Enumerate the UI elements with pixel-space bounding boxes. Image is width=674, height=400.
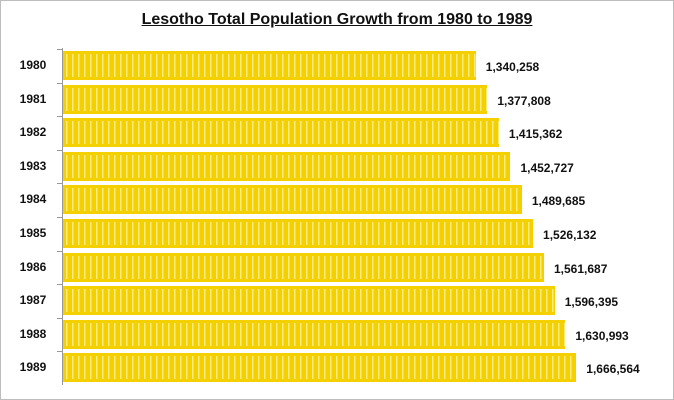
data-label: 1,596,395 [564,295,619,310]
y-tick [57,217,62,218]
y-tick [57,351,62,353]
y-tick-label: 1981 [19,91,47,106]
y-tick [57,149,62,151]
y-tick-label: 1986 [19,259,47,274]
bar-1987 [63,286,555,316]
bar-1983 [63,151,511,181]
data-label: 1,561,687 [553,261,608,276]
y-tick [57,49,62,50]
data-label: 1,415,362 [508,127,563,142]
y-tick-label: 1984 [19,192,47,207]
y-tick [57,317,62,319]
y-axis-line [62,48,63,385]
bar-1989 [63,353,577,383]
y-tick-label: 1983 [19,158,47,173]
chart-title: Lesotho Total Population Growth from 198… [1,11,673,29]
y-tick-label: 1989 [19,360,47,375]
bar-1985 [63,219,534,248]
y-tick [57,250,62,252]
bar-1980 [63,51,476,80]
y-tick-label: 1982 [19,125,47,140]
chart-title-text: Lesotho Total Population Growth from 198… [141,11,533,28]
bar-1981 [63,84,488,114]
y-tick-label: 1985 [19,226,47,240]
bar-1984 [63,185,522,215]
data-label: 1,377,808 [497,93,551,108]
bar-1986 [63,252,544,282]
y-tick [57,183,62,185]
y-tick [57,284,62,286]
data-label: 1,340,258 [485,60,540,74]
y-tick-label: 1987 [19,293,47,308]
y-tick [57,116,62,118]
data-label: 1,452,727 [520,160,574,175]
data-label: 1,630,993 [575,328,629,343]
data-label: 1,526,132 [543,228,597,242]
bar-1982 [63,118,499,148]
bar-1988 [63,319,566,349]
data-label: 1,489,685 [531,194,586,209]
y-tick-label: 1980 [19,58,47,72]
y-tick-label: 1988 [19,326,47,341]
data-label: 1,666,564 [586,362,640,377]
y-tick [57,82,62,84]
